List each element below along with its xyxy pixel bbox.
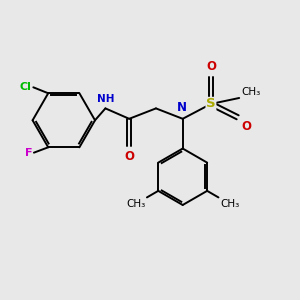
Text: O: O <box>206 60 216 73</box>
Text: O: O <box>241 120 251 133</box>
Text: N: N <box>177 101 187 114</box>
Text: CH₃: CH₃ <box>126 199 145 208</box>
Text: NH: NH <box>97 94 114 104</box>
Text: S: S <box>206 98 216 110</box>
Text: CH₃: CH₃ <box>242 86 261 97</box>
Text: O: O <box>124 150 134 163</box>
Text: Cl: Cl <box>20 82 31 92</box>
Text: CH₃: CH₃ <box>220 199 239 208</box>
Text: F: F <box>25 148 32 158</box>
